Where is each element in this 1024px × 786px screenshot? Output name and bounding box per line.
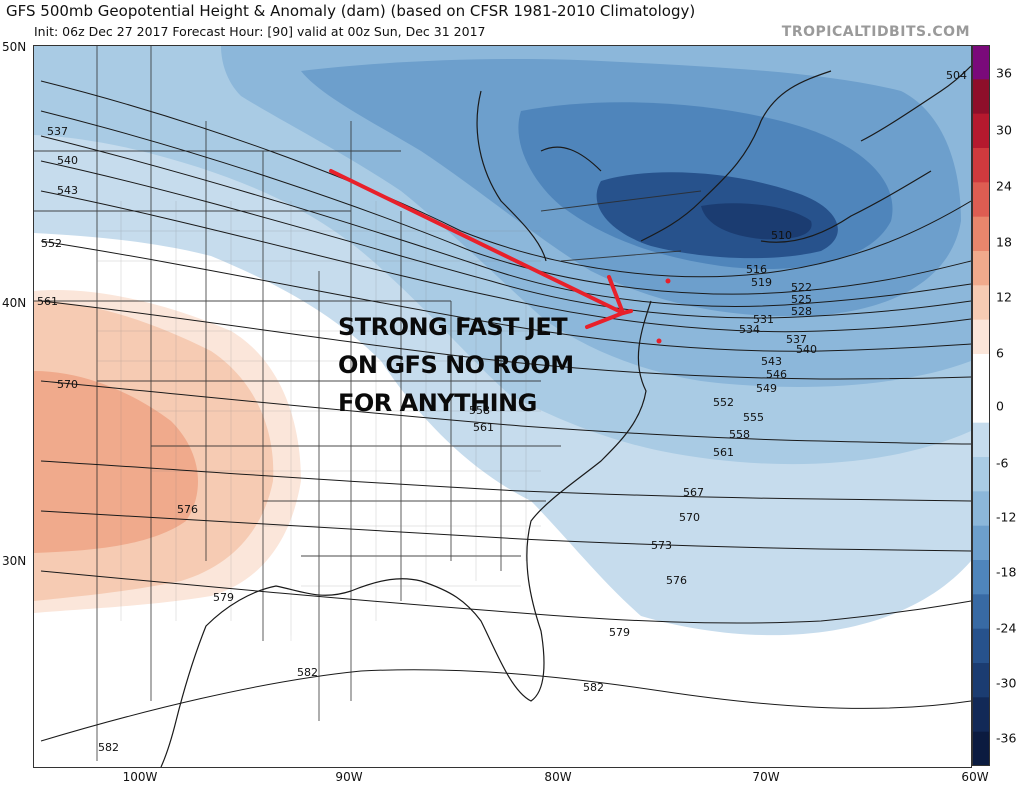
lat-label-50n: 50N	[2, 40, 27, 54]
colorbar	[972, 45, 990, 766]
contour-label: 558	[729, 428, 750, 441]
lon-label-80w: 80W	[544, 770, 572, 784]
contour-label: 555	[743, 411, 764, 424]
colorbar-segment	[972, 251, 990, 286]
colorbar-tick: 6	[996, 345, 1004, 361]
lon-label-90w: 90W	[335, 770, 363, 784]
colorbar-segment	[972, 354, 990, 389]
contour-label: 504	[946, 69, 967, 82]
colorbar-tick: 24	[996, 178, 1012, 194]
contour-label: 570	[679, 511, 700, 524]
contour-label: 537	[786, 333, 807, 346]
map-panel: 504 510 516 519 522 525 528 531 534 537 …	[33, 45, 972, 768]
colorbar-segment	[972, 216, 990, 252]
contour-label: 528	[791, 305, 812, 318]
colorbar-segment	[972, 388, 990, 424]
colorbar-tick: 30	[996, 122, 1012, 138]
city-marker	[665, 278, 671, 284]
contour-label: 561	[713, 446, 734, 459]
lon-label-60w: 60W	[961, 770, 989, 784]
contour-label: 525	[791, 293, 812, 306]
colorbar-segment	[972, 457, 990, 492]
city-markers	[656, 278, 671, 344]
brand-watermark: TROPICALTIDBITS.COM	[781, 24, 970, 40]
colorbar-tick: -6	[996, 455, 1009, 471]
contour-label: 546	[766, 368, 787, 381]
colorbar-segment	[972, 491, 990, 527]
contour-label: 516	[746, 263, 767, 276]
lat-label-30n: 30N	[2, 554, 27, 568]
jet-arrow	[329, 169, 633, 329]
colorbar-tick: -24	[996, 620, 1017, 636]
annotation-text: STRONG FAST JET ON GFS NO ROOM FOR ANYTH…	[338, 308, 574, 422]
contour-label: 552	[41, 237, 62, 250]
colorbar-tick: 36	[996, 65, 1012, 81]
county-lines	[97, 201, 541, 641]
contour-label: 543	[761, 355, 782, 368]
colorbar-segment	[972, 560, 990, 595]
chart-subtitle: Init: 06z Dec 27 2017 Forecast Hour: [90…	[34, 24, 486, 39]
contour-label: 552	[713, 396, 734, 409]
contour-label: 549	[756, 382, 777, 395]
contour-label: 576	[177, 503, 198, 516]
colorbar-segment	[972, 663, 990, 698]
colorbar-tick: 0	[996, 398, 1004, 414]
contour-label: 543	[57, 184, 78, 197]
colorbar-segment	[972, 628, 990, 664]
lat-label-40n: 40N	[2, 296, 27, 310]
contour-label: 579	[213, 591, 234, 604]
contour-label: 510	[771, 229, 792, 242]
annotation-line: FOR ANYTHING	[338, 389, 537, 417]
colorbar-segment	[972, 525, 990, 561]
contour-label: 579	[609, 626, 630, 639]
colorbar-tick: 18	[996, 234, 1012, 250]
contour-label: 567	[683, 486, 704, 499]
colorbar-segment	[972, 148, 990, 183]
colorbar-border	[972, 45, 990, 766]
colorbar-segment	[972, 594, 990, 630]
colorbar-segment	[972, 182, 990, 218]
annotation-line: ON GFS NO ROOM	[338, 351, 574, 379]
anomaly-shade-core	[701, 203, 812, 240]
contour-label: 582	[297, 666, 318, 679]
contour-label: 522	[791, 281, 812, 294]
colorbar-tick: -36	[996, 730, 1017, 746]
contour-label: 540	[796, 343, 817, 356]
colorbar-tick: -12	[996, 509, 1017, 525]
contour-label: 558	[469, 404, 490, 417]
coastline	[160, 65, 971, 767]
colorbar-segment	[972, 697, 990, 733]
colorbar-segment	[972, 45, 990, 80]
contour-label: 561	[37, 295, 58, 308]
colorbar-segment	[972, 422, 990, 458]
contour-label: 534	[739, 323, 760, 336]
lon-label-100w: 100W	[122, 770, 158, 784]
annotation-line: STRONG FAST JET	[338, 313, 568, 341]
colorbar-tick: -30	[996, 675, 1017, 691]
chart-title: GFS 500mb Geopotential Height & Anomaly …	[6, 2, 696, 20]
contour-label: 570	[57, 378, 78, 391]
contour-label: 531	[753, 313, 774, 326]
anomaly-shade-warm-inner	[34, 371, 198, 553]
colorbar-segment	[972, 285, 990, 321]
contour-label: 582	[583, 681, 604, 694]
contour-label: 540	[57, 154, 78, 167]
contour-label: 576	[666, 574, 687, 587]
colorbar-tick: -18	[996, 564, 1017, 580]
anomaly-map: 504 510 516 519 522 525 528 531 534 537 …	[34, 46, 971, 767]
colorbar-segment	[972, 319, 990, 355]
contour-label: 561	[473, 421, 494, 434]
contour-label: 537	[47, 125, 68, 138]
contour-label: 519	[751, 276, 772, 289]
contour-label: 582	[98, 741, 119, 754]
contour-label: 573	[651, 539, 672, 552]
colorbar-tick: 12	[996, 289, 1012, 305]
contour-label-group: 504 510 516 519 522 525 528 531 534 537 …	[37, 69, 967, 754]
lon-label-70w: 70W	[752, 770, 780, 784]
colorbar-segment	[972, 731, 990, 766]
state-borders	[34, 46, 702, 761]
colorbar-segment	[972, 79, 990, 115]
city-marker	[656, 338, 662, 344]
colorbar-segment	[972, 113, 990, 149]
